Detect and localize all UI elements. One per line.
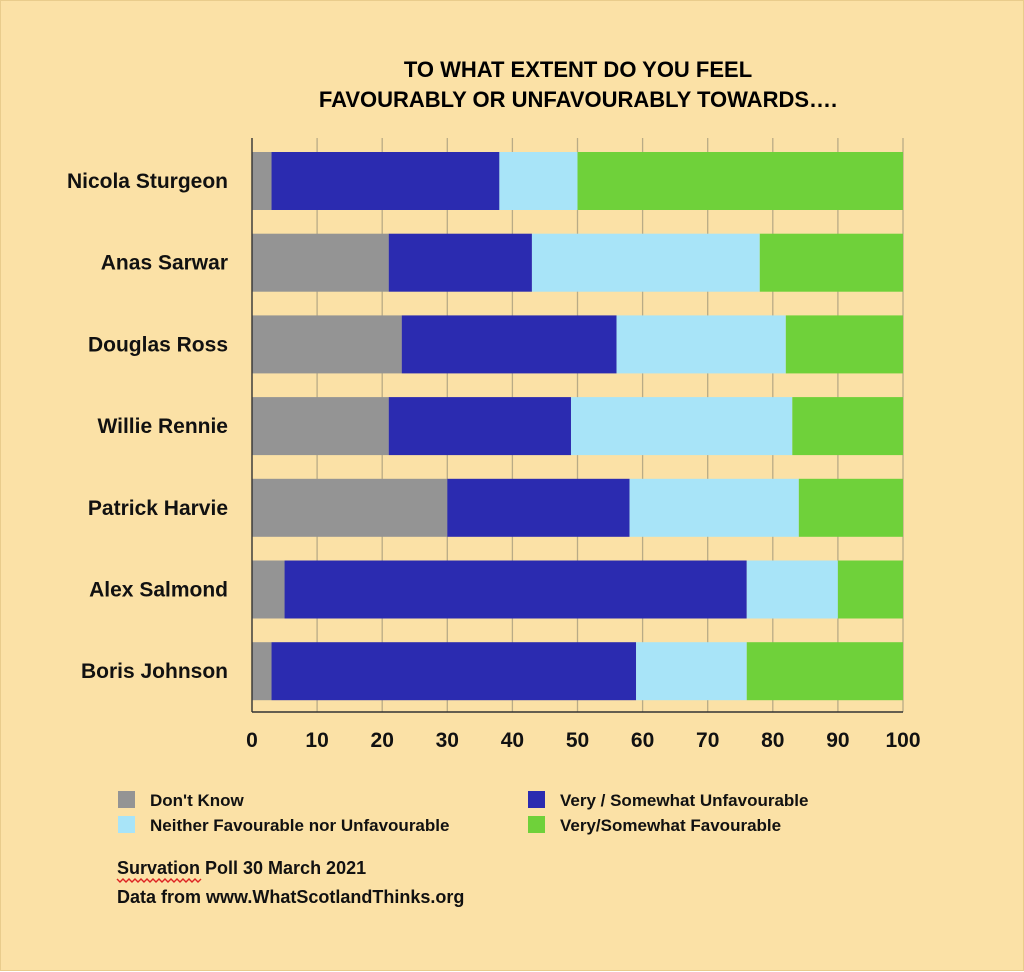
poll-date: Poll 30 March 2021 bbox=[200, 858, 366, 878]
legend-label-don-t-know: Don't Know bbox=[150, 791, 245, 810]
bar-nicola-sturgeon-neither-favourable-nor-unfavourable bbox=[499, 152, 578, 210]
bar-nicola-sturgeon-very-somewhat-unfavourable bbox=[271, 152, 500, 210]
chart-title-line-1: TO WHAT EXTENT DO YOU FEEL bbox=[404, 57, 752, 82]
legend-swatch-don-t-know bbox=[118, 791, 135, 808]
bar-alex-salmond-very-somewhat-unfavourable bbox=[284, 560, 747, 619]
bar-boris-johnson-don-t-know bbox=[252, 642, 272, 701]
x-tick-label-10: 10 bbox=[305, 729, 328, 752]
bar-douglas-ross-very-somewhat-favourable bbox=[785, 315, 903, 374]
bar-boris-johnson-neither-favourable-nor-unfavourable bbox=[636, 642, 747, 701]
category-label-patrick-harvie: Patrick Harvie bbox=[88, 497, 228, 520]
x-tick-label-40: 40 bbox=[501, 729, 524, 752]
x-tick-label-70: 70 bbox=[696, 729, 719, 752]
category-label-anas-sarwar: Anas Sarwar bbox=[101, 252, 228, 275]
poll-line: Survation Poll 30 March 2021 bbox=[117, 858, 366, 878]
bar-alex-salmond-neither-favourable-nor-unfavourable bbox=[746, 560, 838, 619]
category-label-douglas-ross: Douglas Ross bbox=[88, 333, 228, 356]
bar-alex-salmond-don-t-know bbox=[252, 560, 285, 619]
bar-douglas-ross-neither-favourable-nor-unfavourable bbox=[616, 315, 786, 374]
bar-patrick-harvie-don-t-know bbox=[252, 478, 448, 537]
x-tick-label-20: 20 bbox=[371, 729, 394, 752]
bar-anas-sarwar-neither-favourable-nor-unfavourable bbox=[531, 233, 760, 292]
x-tick-label-0: 0 bbox=[246, 729, 258, 752]
category-label-nicola-sturgeon: Nicola Sturgeon bbox=[67, 170, 228, 193]
bar-boris-johnson-very-somewhat-unfavourable bbox=[271, 642, 637, 701]
bar-willie-rennie-very-somewhat-unfavourable bbox=[388, 397, 571, 456]
category-label-boris-johnson: Boris Johnson bbox=[81, 660, 228, 683]
bars bbox=[252, 152, 903, 701]
legend-label-very-somewhat-unfavourable: Very / Somewhat Unfavourable bbox=[560, 791, 808, 810]
x-tick-label-80: 80 bbox=[761, 729, 784, 752]
axes bbox=[251, 138, 903, 713]
x-tick-label-100: 100 bbox=[885, 729, 920, 752]
bar-anas-sarwar-don-t-know bbox=[252, 233, 389, 292]
bar-willie-rennie-don-t-know bbox=[252, 397, 389, 456]
bar-patrick-harvie-very-somewhat-unfavourable bbox=[447, 478, 630, 537]
bar-anas-sarwar-very-somewhat-favourable bbox=[759, 233, 903, 292]
bar-willie-rennie-very-somewhat-favourable bbox=[792, 397, 903, 456]
chart-title-line-2: FAVOURABLY OR UNFAVOURABLY TOWARDS…. bbox=[319, 87, 837, 112]
legend-swatch-very-somewhat-unfavourable bbox=[528, 791, 545, 808]
bar-willie-rennie-neither-favourable-nor-unfavourable bbox=[570, 397, 793, 456]
legend-swatch-neither-favourable-nor-unfavourable bbox=[118, 816, 135, 833]
x-tick-label-30: 30 bbox=[436, 729, 459, 752]
bar-douglas-ross-very-somewhat-unfavourable bbox=[401, 315, 617, 374]
x-tick-label-50: 50 bbox=[566, 729, 589, 752]
x-tick-label-90: 90 bbox=[826, 729, 849, 752]
source-note: Survation Poll 30 March 2021 Data from w… bbox=[116, 858, 464, 907]
bar-anas-sarwar-very-somewhat-unfavourable bbox=[388, 233, 532, 292]
chart-title: TO WHAT EXTENT DO YOU FEEL FAVOURABLY OR… bbox=[319, 57, 837, 112]
category-label-willie-rennie: Willie Rennie bbox=[97, 415, 228, 438]
legend-swatch-very-somewhat-favourable bbox=[528, 816, 545, 833]
x-tick-labels: 0 10 20 30 40 50 60 70 80 90 100 bbox=[246, 729, 920, 752]
category-label-alex-salmond: Alex Salmond bbox=[89, 579, 228, 602]
legend: Don't Know Very / Somewhat Unfavourable Ne… bbox=[118, 791, 808, 835]
legend-label-very-somewhat-favourable: Very/Somewhat Favourable bbox=[560, 816, 781, 835]
bar-nicola-sturgeon-very-somewhat-favourable bbox=[577, 152, 903, 210]
poll-name: Survation bbox=[117, 858, 200, 878]
bar-boris-johnson-very-somewhat-favourable bbox=[746, 642, 903, 701]
bar-alex-salmond-very-somewhat-favourable bbox=[837, 560, 903, 619]
data-source-line: Data from www.WhatScotlandThinks.org bbox=[117, 887, 464, 907]
spellcheck-underline bbox=[116, 878, 202, 883]
category-labels: Nicola Sturgeon Anas Sarwar Douglas Ross Wi… bbox=[67, 170, 228, 683]
bar-nicola-sturgeon-don-t-know bbox=[252, 152, 272, 210]
bar-douglas-ross-don-t-know bbox=[252, 315, 402, 374]
bar-patrick-harvie-neither-favourable-nor-unfavourable bbox=[629, 478, 799, 537]
bar-patrick-harvie-very-somewhat-favourable bbox=[798, 478, 903, 537]
legend-label-neither-favourable-nor-unfavourable: Neither Favourable nor Unfavourable bbox=[150, 816, 449, 835]
x-tick-label-60: 60 bbox=[631, 729, 654, 752]
